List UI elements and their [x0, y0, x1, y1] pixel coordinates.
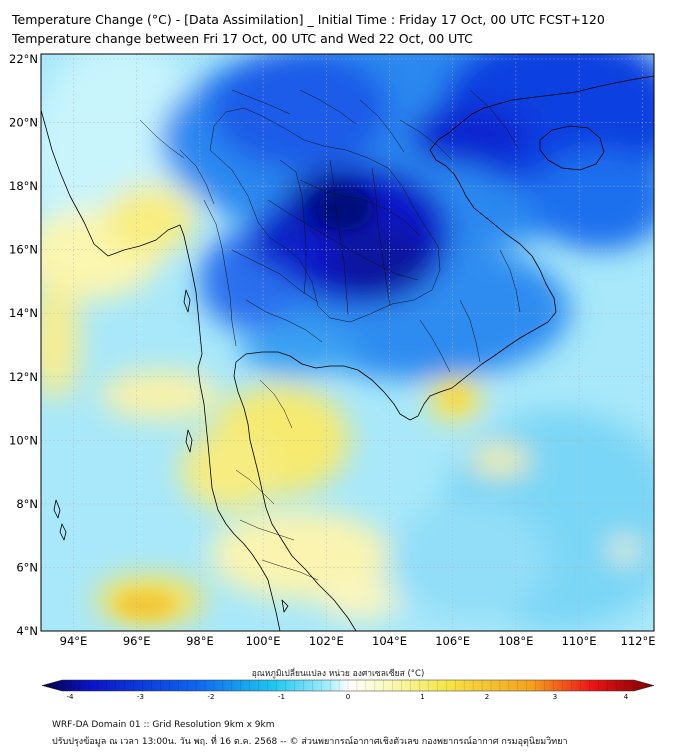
lat-label-8n: 8°N	[16, 497, 38, 511]
lat-label-12n: 12°N	[9, 370, 38, 384]
colorbar-ticks: -4 -3 -2 -1 0 1 2 3 4	[67, 693, 629, 701]
colorbar-tick: 4	[624, 693, 629, 701]
colorbar: -4 -3 -2 -1 0 1 2 3 4	[41, 679, 655, 701]
colorbar-tick: -4	[67, 693, 75, 701]
lon-label-94e: 94°E	[60, 634, 88, 648]
colorbar-tick: -2	[208, 693, 215, 701]
lon-label-110e: 110°E	[562, 634, 597, 648]
lon-label-106e: 106°E	[435, 634, 470, 648]
lat-label-18n: 18°N	[9, 179, 38, 193]
lat-label-22n: 22°N	[9, 52, 38, 66]
coastlines	[41, 75, 654, 631]
province-boundaries	[139, 89, 521, 581]
colorbar-tick: 2	[485, 693, 489, 701]
map-subtitle: Temperature change between Fri 17 Oct, 0…	[12, 31, 473, 46]
lat-label-6n: 6°N	[16, 560, 38, 574]
lat-label-14n: 14°N	[9, 306, 38, 320]
lon-label-96e: 96°E	[123, 634, 151, 648]
lon-label-100e: 100°E	[246, 634, 281, 648]
colorbar-tick: -1	[278, 693, 285, 701]
lon-label-98e: 98°E	[186, 634, 214, 648]
longitude-labels: 94°E 96°E 98°E 100°E 102°E 104°E 106°E 1…	[60, 634, 656, 648]
colorbar-tick: 0	[346, 693, 350, 701]
lon-label-102e: 102°E	[309, 634, 344, 648]
lat-label-10n: 10°N	[9, 433, 38, 447]
plot-frame	[40, 53, 655, 632]
colorbar-ramp	[41, 679, 655, 692]
colorbar-caption: อุณหภูมิเปลี่ยนแปลง หน่วย องศาเซลเซียส (…	[251, 669, 425, 679]
lat-label-4n: 4°N	[16, 624, 38, 638]
temperature-field	[41, 54, 654, 631]
lon-label-112e: 112°E	[621, 634, 656, 648]
colorbar-tick: 3	[553, 693, 557, 701]
lat-label-20n: 20°N	[9, 116, 38, 130]
graticule	[41, 54, 654, 631]
footer-model-info: WRF-DA Domain 01 :: Grid Resolution 9km …	[52, 720, 275, 730]
colorbar-segment-lines	[70, 680, 626, 691]
colorbar-tick: -3	[137, 693, 144, 701]
lat-label-16n: 16°N	[9, 243, 38, 257]
colorbar-tick: 1	[420, 693, 424, 701]
lon-label-108e: 108°E	[498, 634, 533, 648]
lon-label-104e: 104°E	[372, 634, 407, 648]
latitude-labels: 22°N 20°N 18°N 16°N 14°N 12°N 10°N 8°N 6…	[9, 52, 38, 638]
map-title: Temperature Change (°C) - [Data Assimila…	[12, 12, 605, 27]
footer-credit: ปรับปรุงข้อมูล ณ เวลา 13:00น. วัน พฤ. ที…	[52, 737, 568, 747]
